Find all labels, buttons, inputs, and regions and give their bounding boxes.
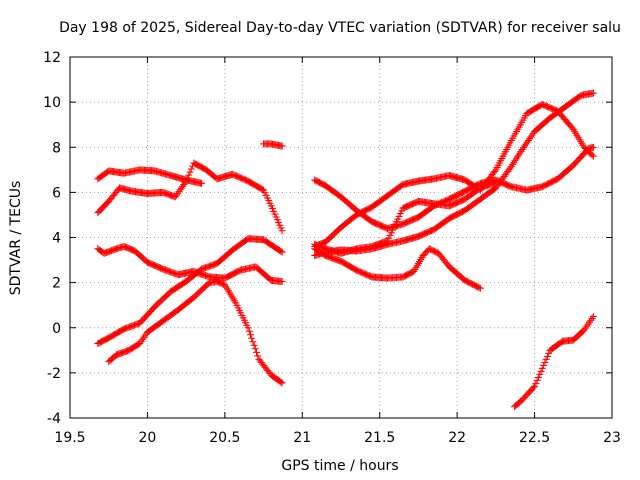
data-point-interp xyxy=(527,133,535,141)
series-s9 xyxy=(311,89,597,260)
series-s5 xyxy=(94,235,286,348)
y-tick-label: 8 xyxy=(52,140,61,156)
series-s8 xyxy=(311,100,597,251)
series-s6 xyxy=(105,277,286,387)
data-point-interp xyxy=(533,376,541,384)
data-point xyxy=(531,382,539,390)
data-point-interp xyxy=(519,144,527,152)
data-point-interp xyxy=(187,165,195,173)
data-point-interp xyxy=(541,358,549,366)
data-point xyxy=(171,193,179,201)
data-point xyxy=(278,142,286,150)
data-point-interp xyxy=(251,345,259,353)
data-point-interp xyxy=(540,361,548,369)
chart-title: Day 198 of 2025, Sidereal Day-to-day VTE… xyxy=(59,20,621,36)
data-point-interp xyxy=(181,179,189,187)
axes: 19.5 20 20.5 21 21.5 22 22.5 23 -4 -2 0 2 4 6 8 10 12 xyxy=(43,50,621,446)
series-s3 xyxy=(260,140,286,150)
data-point-interp xyxy=(521,142,529,150)
data-point-interp xyxy=(277,247,285,255)
data-point xyxy=(278,227,286,235)
data-point xyxy=(492,178,500,186)
data-point-interp xyxy=(177,184,185,192)
data-point-interp xyxy=(185,171,193,179)
data-point xyxy=(278,248,286,256)
data-point-interp xyxy=(175,188,183,196)
series-s11 xyxy=(311,178,500,257)
data-point-interp xyxy=(246,331,254,339)
grid xyxy=(70,57,612,418)
data-point xyxy=(278,277,286,285)
data-point-interp xyxy=(542,355,550,363)
data-point-interp xyxy=(491,167,499,175)
data-point-interp xyxy=(180,181,188,189)
data-point-interp xyxy=(174,189,182,197)
y-tick-label: 0 xyxy=(52,321,61,337)
data-point xyxy=(589,143,597,151)
data-point-interp xyxy=(176,186,184,194)
data-point-interp xyxy=(245,327,253,335)
y-tick-label: -2 xyxy=(47,366,61,382)
data-point-interp xyxy=(543,352,551,360)
data-point-interp xyxy=(186,168,194,176)
data-point-interp xyxy=(173,191,181,199)
x-tick-label: 21 xyxy=(293,430,311,446)
data-point-interp xyxy=(529,384,537,392)
y-tick-label: 2 xyxy=(52,276,61,292)
data-point xyxy=(244,324,252,332)
data-point-interp xyxy=(253,348,261,356)
x-tick-label: 23 xyxy=(603,430,621,446)
data-point xyxy=(538,364,546,372)
data-point xyxy=(182,177,190,185)
data-point-interp xyxy=(545,349,553,357)
data-point-interp xyxy=(254,352,262,360)
data-point xyxy=(589,89,597,97)
series-s12 xyxy=(510,312,597,411)
x-tick-label: 19.5 xyxy=(54,430,85,446)
data-point-interp xyxy=(536,370,544,378)
x-tick-label: 21.5 xyxy=(364,430,395,446)
data-points xyxy=(94,89,597,411)
data-point-interp xyxy=(537,367,545,375)
series-s10 xyxy=(311,245,484,292)
data-point xyxy=(278,379,286,387)
y-tick-label: 4 xyxy=(52,231,61,247)
data-point-interp xyxy=(528,131,536,139)
data-point-interp xyxy=(179,182,187,190)
x-tick-label: 20.5 xyxy=(209,430,240,446)
data-point-interp xyxy=(532,379,540,387)
x-tick-label: 22 xyxy=(448,430,466,446)
data-point-interp xyxy=(523,138,531,146)
data-point-interp xyxy=(248,334,256,342)
y-axis-title: SDTVAR / TECUs xyxy=(8,181,24,296)
data-point-interp xyxy=(534,373,542,381)
data-point-interp xyxy=(506,164,514,172)
data-point-interp xyxy=(522,140,530,148)
y-tick-label: 12 xyxy=(43,50,61,66)
x-tick-label: 22.5 xyxy=(519,430,550,446)
data-point xyxy=(589,152,597,160)
data-point xyxy=(589,312,597,320)
data-point xyxy=(476,284,484,292)
y-tick-label: 6 xyxy=(52,185,61,201)
x-axis-title: GPS time / hours xyxy=(281,458,398,474)
data-point-interp xyxy=(183,174,191,182)
data-point-interp xyxy=(524,136,532,144)
data-point xyxy=(198,179,206,187)
data-point-interp xyxy=(526,135,534,143)
y-tick-label: -4 xyxy=(47,411,61,427)
data-point xyxy=(518,146,526,154)
x-tick-label: 20 xyxy=(139,430,157,446)
data-point-interp xyxy=(588,151,596,159)
data-point-interp xyxy=(475,284,483,292)
series-s2 xyxy=(94,159,286,235)
data-point-interp xyxy=(250,341,258,349)
y-tick-label: 10 xyxy=(43,95,61,111)
series-s1 xyxy=(94,166,206,187)
data-point-interp xyxy=(249,338,257,346)
data-point-interp xyxy=(277,378,285,386)
